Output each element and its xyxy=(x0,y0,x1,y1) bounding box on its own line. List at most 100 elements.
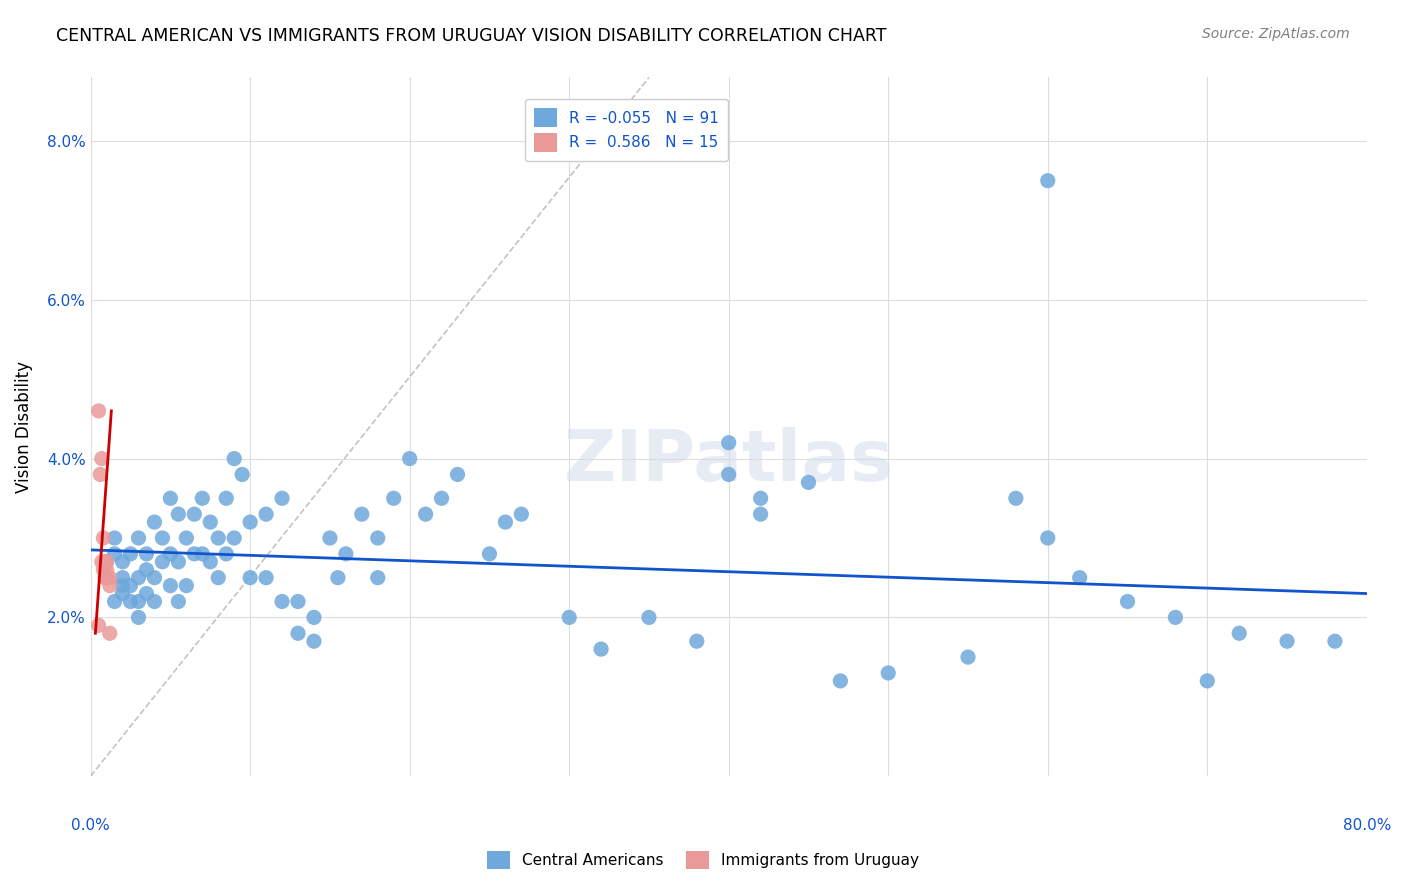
Point xyxy=(1069,571,1091,585)
Point xyxy=(1164,610,1187,624)
Point xyxy=(797,475,820,490)
Y-axis label: Vision Disability: Vision Disability xyxy=(15,361,32,492)
Point xyxy=(239,571,262,585)
Point xyxy=(96,571,118,585)
Point xyxy=(326,571,349,585)
Point xyxy=(176,531,198,545)
Point xyxy=(127,531,149,545)
Point xyxy=(98,579,121,593)
Point xyxy=(98,571,121,585)
Point xyxy=(367,571,389,585)
Point xyxy=(89,467,111,482)
Point xyxy=(159,547,181,561)
Point xyxy=(287,594,309,608)
Point xyxy=(93,531,115,545)
Point xyxy=(638,610,661,624)
Point xyxy=(591,642,613,657)
Text: Source: ZipAtlas.com: Source: ZipAtlas.com xyxy=(1202,27,1350,41)
Point xyxy=(111,571,134,585)
Point xyxy=(127,594,149,608)
Point xyxy=(686,634,709,648)
Point xyxy=(224,451,246,466)
Point xyxy=(335,547,357,561)
Point xyxy=(87,618,110,632)
Point xyxy=(111,579,134,593)
Text: ZIPatlas: ZIPatlas xyxy=(564,427,894,496)
Point xyxy=(558,610,581,624)
Point xyxy=(183,547,205,561)
Point xyxy=(191,491,214,506)
Point xyxy=(176,579,198,593)
Point xyxy=(350,507,373,521)
Point xyxy=(127,610,149,624)
Point xyxy=(200,555,222,569)
Point xyxy=(143,594,166,608)
Point xyxy=(271,594,294,608)
Text: 0.0%: 0.0% xyxy=(72,818,110,833)
Legend: R = -0.055   N = 91, R =  0.586   N = 15: R = -0.055 N = 91, R = 0.586 N = 15 xyxy=(524,99,728,161)
Point xyxy=(302,634,325,648)
Point xyxy=(1036,531,1059,545)
Point xyxy=(120,594,142,608)
Point xyxy=(167,594,190,608)
Legend: Central Americans, Immigrants from Uruguay: Central Americans, Immigrants from Urugu… xyxy=(481,845,925,875)
Point xyxy=(254,507,277,521)
Point xyxy=(717,467,740,482)
Point xyxy=(231,467,253,482)
Point xyxy=(319,531,342,545)
Point xyxy=(1197,673,1219,688)
Point xyxy=(956,650,979,665)
Point xyxy=(367,531,389,545)
Point xyxy=(200,515,222,529)
Point xyxy=(96,555,118,569)
Point xyxy=(239,515,262,529)
Point xyxy=(830,673,852,688)
Point xyxy=(494,515,516,529)
Point xyxy=(111,555,134,569)
Point xyxy=(1036,174,1059,188)
Point xyxy=(415,507,437,521)
Point xyxy=(207,571,229,585)
Point xyxy=(103,531,125,545)
Point xyxy=(87,404,110,418)
Point xyxy=(191,547,214,561)
Point xyxy=(215,491,238,506)
Point xyxy=(96,571,118,585)
Point xyxy=(1323,634,1346,648)
Point xyxy=(510,507,533,521)
Point xyxy=(215,547,238,561)
Point xyxy=(98,626,121,640)
Point xyxy=(1005,491,1028,506)
Point xyxy=(1116,594,1139,608)
Point xyxy=(398,451,420,466)
Point xyxy=(90,451,112,466)
Point xyxy=(749,507,772,521)
Point xyxy=(167,555,190,569)
Point xyxy=(103,594,125,608)
Point xyxy=(302,610,325,624)
Point xyxy=(207,531,229,545)
Point xyxy=(478,547,501,561)
Point xyxy=(167,507,190,521)
Point xyxy=(94,571,117,585)
Point xyxy=(90,555,112,569)
Point xyxy=(96,563,118,577)
Point xyxy=(135,563,157,577)
Point xyxy=(287,626,309,640)
Point xyxy=(152,531,174,545)
Point xyxy=(111,586,134,600)
Point xyxy=(127,571,149,585)
Point xyxy=(120,579,142,593)
Text: 80.0%: 80.0% xyxy=(1343,818,1391,833)
Point xyxy=(135,586,157,600)
Text: CENTRAL AMERICAN VS IMMIGRANTS FROM URUGUAY VISION DISABILITY CORRELATION CHART: CENTRAL AMERICAN VS IMMIGRANTS FROM URUG… xyxy=(56,27,887,45)
Point xyxy=(143,571,166,585)
Point xyxy=(1227,626,1250,640)
Point xyxy=(152,555,174,569)
Point xyxy=(159,579,181,593)
Point xyxy=(224,531,246,545)
Point xyxy=(183,507,205,521)
Point xyxy=(271,491,294,506)
Point xyxy=(93,563,115,577)
Point xyxy=(159,491,181,506)
